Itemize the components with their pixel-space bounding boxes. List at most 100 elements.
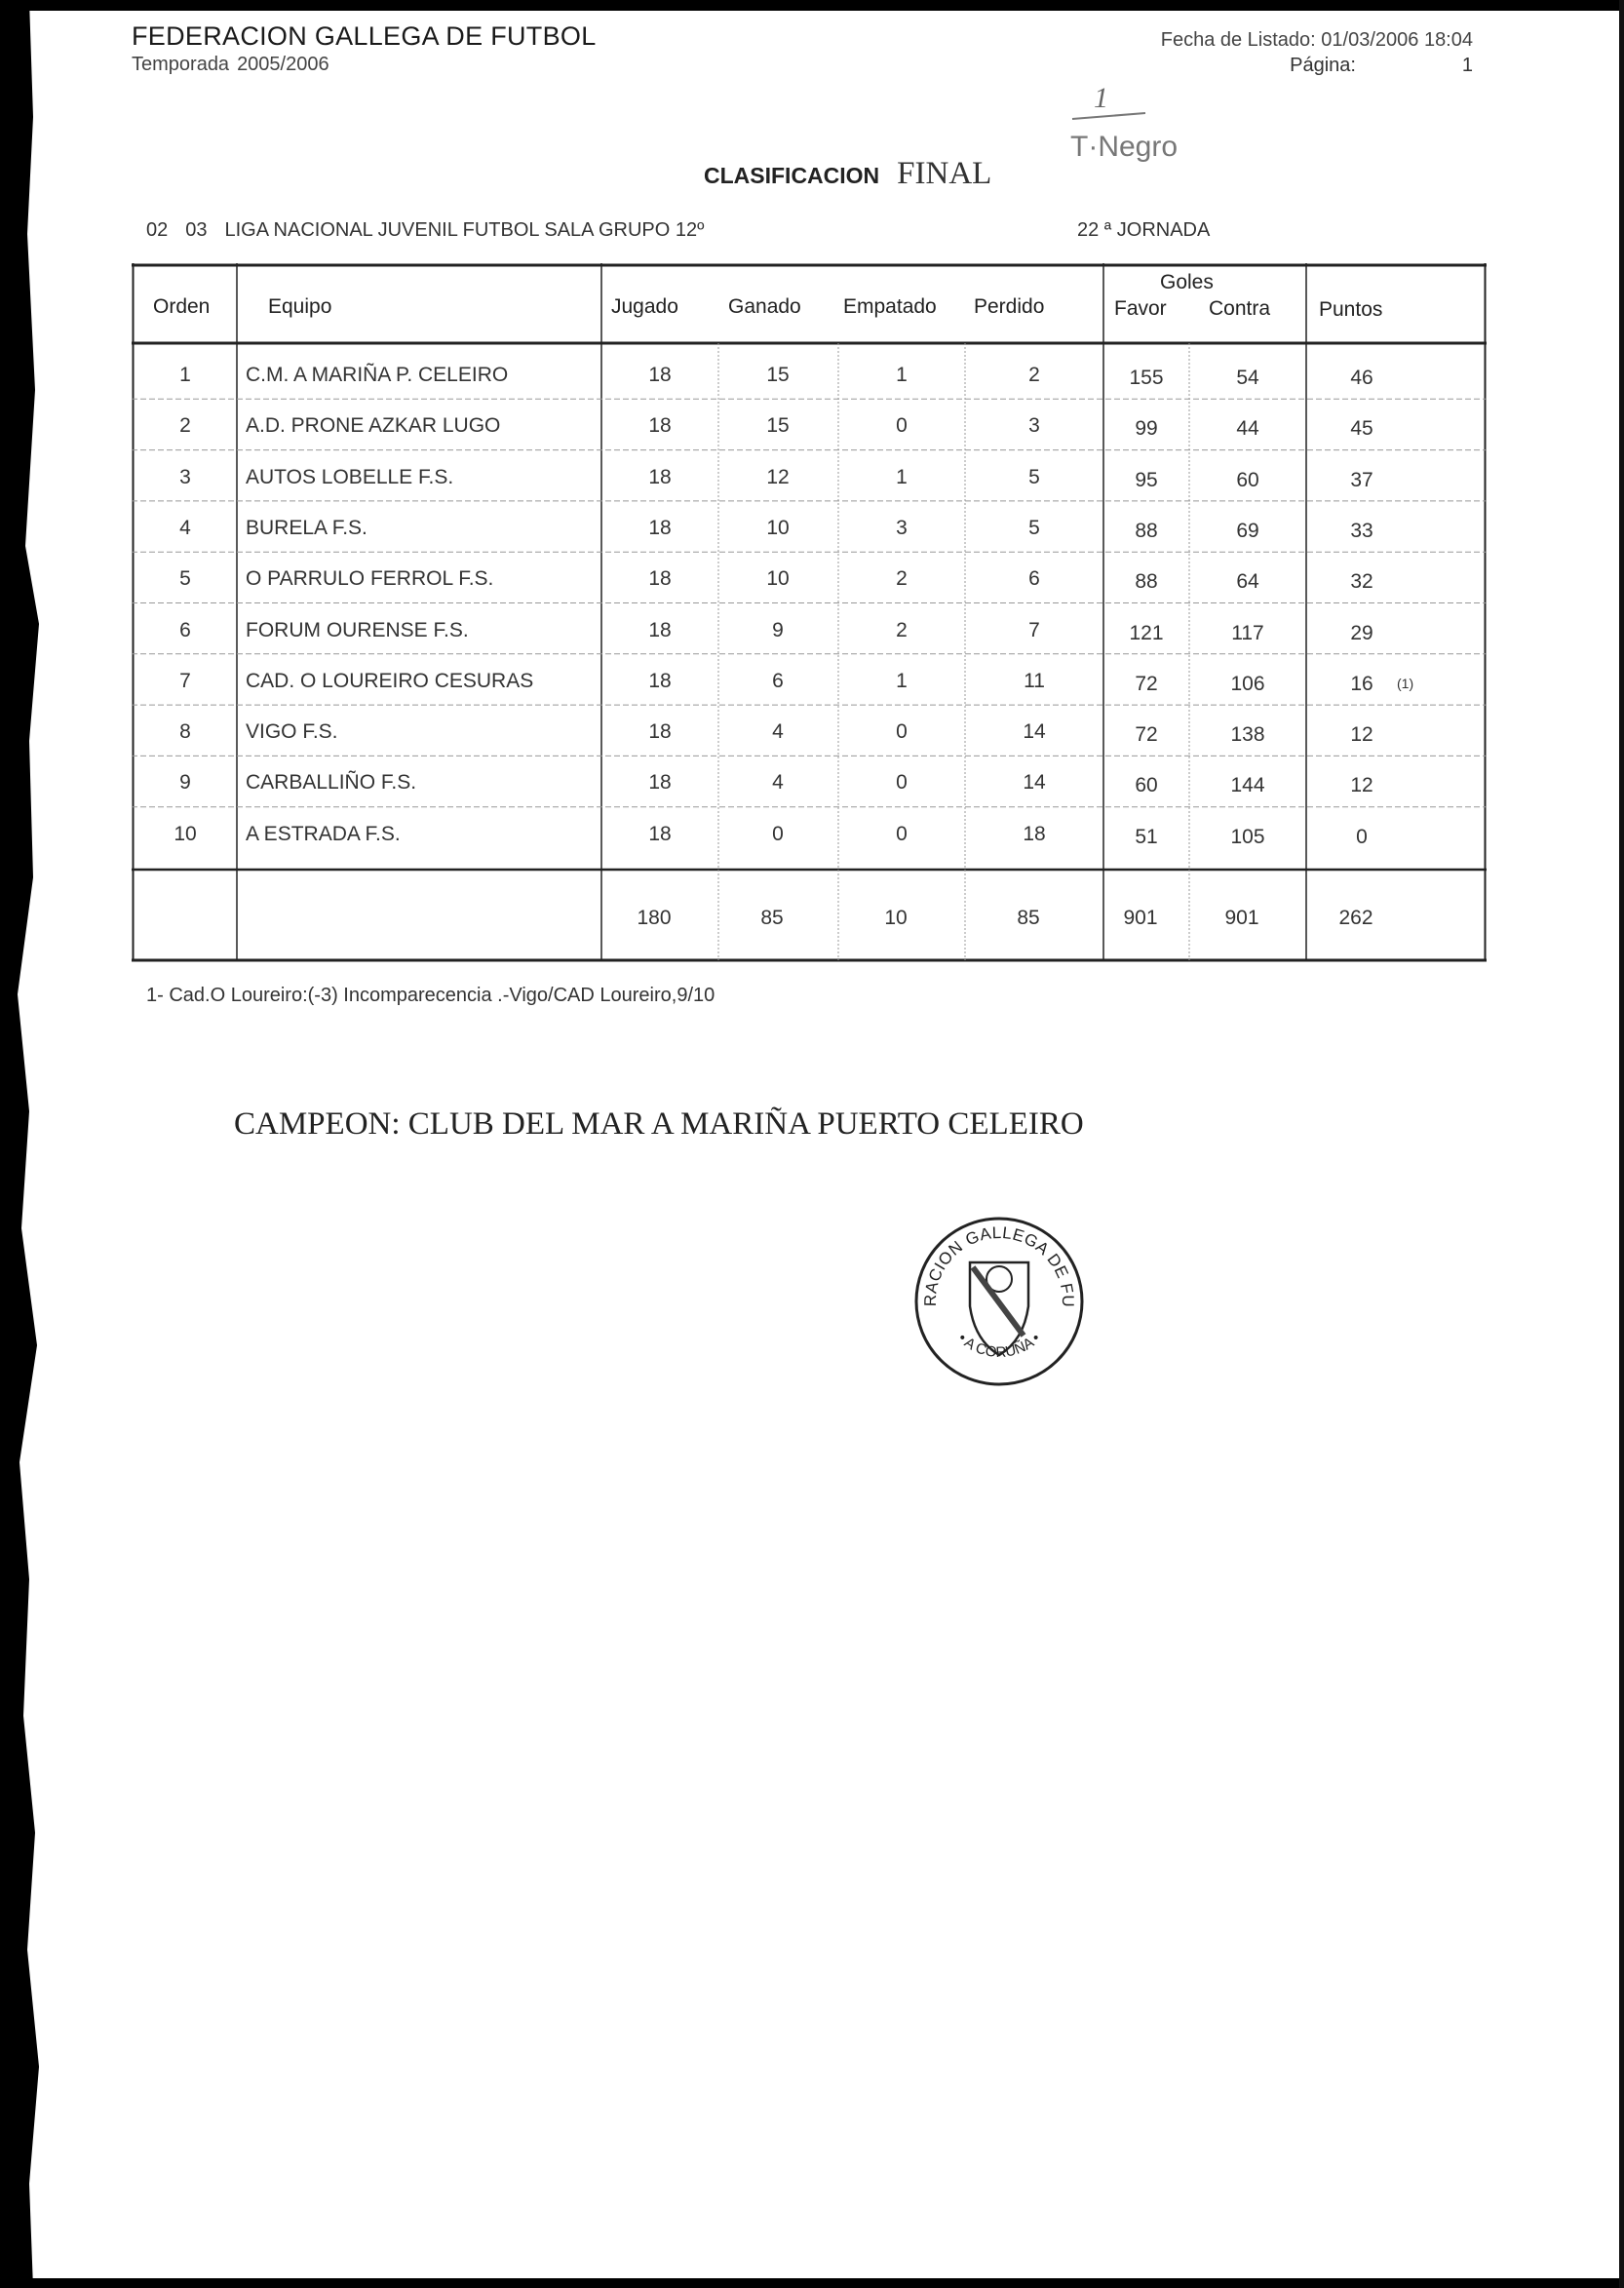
federation-stamp-seal: FEDERACION GALLEGA DE FUTBOL • A CORUÑA … xyxy=(907,1209,1084,1386)
cell-ganado: 4 xyxy=(772,720,784,744)
scan-right-border xyxy=(1619,0,1624,2288)
header-equipo: Equipo xyxy=(268,295,332,318)
title-handwritten: FINAL xyxy=(897,156,992,191)
cell-contra: 105 xyxy=(1230,825,1265,848)
cell-perdido: 14 xyxy=(1023,720,1046,744)
cell-favor: 72 xyxy=(1135,723,1158,747)
cell-ganado: 10 xyxy=(766,567,790,591)
cell-contra: 106 xyxy=(1230,672,1265,695)
season-value: 2005/2006 xyxy=(237,54,329,75)
cell-equipo: VIGO F.S. xyxy=(246,720,338,744)
cell-puntos: 29 xyxy=(1350,621,1373,644)
cell-orden: 2 xyxy=(179,414,191,438)
cell-contra: 64 xyxy=(1236,570,1259,594)
cell-perdido: 6 xyxy=(1028,567,1040,591)
page-label: Página: xyxy=(1290,55,1356,76)
cell-jugado: 18 xyxy=(648,771,672,795)
handwritten-note-line1: 1 xyxy=(1094,82,1108,114)
cell-puntos: 12 xyxy=(1350,774,1373,797)
cell-empatado: 0 xyxy=(896,822,908,845)
organization-name: FEDERACION GALLEGA DE FUTBOL xyxy=(132,21,597,51)
cell-ganado: 15 xyxy=(766,414,790,438)
cell-orden: 3 xyxy=(179,465,191,488)
cell-jugado: 18 xyxy=(648,618,672,641)
cell-puntos: 0 xyxy=(1356,825,1368,848)
cell-equipo: BURELA F.S. xyxy=(246,516,367,539)
cell-equipo: FORUM OURENSE F.S. xyxy=(246,618,469,641)
total-jugado: 180 xyxy=(637,907,672,929)
cell-contra: 117 xyxy=(1231,621,1264,644)
season: Temporada 2005/2006 xyxy=(132,54,329,76)
champion-line: CAMPEON: CLUB DEL MAR A MARIÑA PUERTO CE… xyxy=(234,1106,1084,1142)
header-ganado: Ganado xyxy=(728,295,801,318)
cell-contra: 144 xyxy=(1230,774,1265,797)
cell-perdido: 7 xyxy=(1028,618,1040,641)
cell-empatado: 2 xyxy=(896,618,908,641)
cell-jugado: 18 xyxy=(648,720,672,744)
cell-favor: 72 xyxy=(1135,672,1158,695)
total-ganado: 85 xyxy=(760,907,784,929)
cell-perdido: 2 xyxy=(1028,364,1040,386)
cell-empatado: 0 xyxy=(896,720,908,744)
header-perdido: Perdido xyxy=(974,295,1045,318)
cell-empatado: 0 xyxy=(896,414,908,438)
cell-favor: 60 xyxy=(1135,774,1158,797)
competition: 02 03 LIGA NACIONAL JUVENIL FUTBOL SALA GR… xyxy=(146,219,721,242)
cell-ganado: 10 xyxy=(766,516,790,539)
cell-note: (1) xyxy=(1397,675,1414,691)
cell-ganado: 4 xyxy=(772,771,784,795)
cell-puntos: 16 xyxy=(1350,672,1373,695)
competition-name: LIGA NACIONAL JUVENIL FUTBOL SALA GRUPO … xyxy=(224,219,705,241)
cell-ganado: 9 xyxy=(772,618,784,641)
cell-orden: 10 xyxy=(174,822,197,845)
cell-jugado: 18 xyxy=(648,465,672,488)
scan-bottom-border xyxy=(0,2278,1624,2288)
cell-equipo: O PARRULO FERROL F.S. xyxy=(246,567,494,591)
cell-contra: 54 xyxy=(1236,367,1259,389)
cell-equipo: A.D. PRONE AZKAR LUGO xyxy=(246,414,501,438)
cell-perdido: 5 xyxy=(1028,465,1040,488)
handwritten-underline xyxy=(1071,112,1146,120)
cell-jugado: 18 xyxy=(648,567,672,591)
header-jugado: Jugado xyxy=(611,295,678,318)
cell-favor: 88 xyxy=(1135,570,1158,594)
listing-date: Fecha de Listado: 01/03/2006 18:04 xyxy=(1160,29,1473,51)
cell-contra: 44 xyxy=(1236,417,1259,441)
cell-perdido: 18 xyxy=(1023,822,1046,845)
cell-empatado: 1 xyxy=(896,669,908,692)
header-contra: Contra xyxy=(1209,297,1271,320)
cell-contra: 69 xyxy=(1236,519,1259,542)
cell-orden: 7 xyxy=(179,669,191,692)
cell-ganado: 15 xyxy=(766,364,790,386)
page-number: Página: 1 xyxy=(1290,55,1473,77)
handwritten-note: 1 T·Negro xyxy=(1070,82,1178,163)
cell-jugado: 18 xyxy=(648,516,672,539)
cell-equipo: CARBALLIÑO F.S. xyxy=(246,771,417,795)
cell-jugado: 18 xyxy=(648,414,672,438)
cell-perdido: 3 xyxy=(1028,414,1040,438)
cell-orden: 5 xyxy=(179,567,191,591)
cell-perdido: 14 xyxy=(1023,771,1046,795)
cell-perdido: 11 xyxy=(1024,669,1045,692)
cell-equipo: AUTOS LOBELLE F.S. xyxy=(246,465,454,488)
cell-equipo: C.M. A MARIÑA P. CELEIRO xyxy=(246,364,509,386)
page-title: CLASIFICACION FINAL xyxy=(704,156,991,192)
header-puntos: Puntos xyxy=(1319,298,1383,321)
header-goles: Goles xyxy=(1160,271,1214,293)
cell-puntos: 32 xyxy=(1350,570,1373,594)
cell-empatado: 0 xyxy=(896,771,908,795)
cell-jugado: 18 xyxy=(648,669,672,692)
cell-empatado: 1 xyxy=(896,364,908,386)
total-contra: 901 xyxy=(1224,907,1259,929)
title-main: CLASIFICACION xyxy=(704,163,880,188)
shield-icon xyxy=(968,1260,1030,1357)
competition-code2: 03 xyxy=(185,219,208,241)
header-orden: Orden xyxy=(153,295,211,318)
scan-top-border xyxy=(0,0,1624,11)
cell-empatado: 1 xyxy=(896,465,908,488)
handwritten-note-line2: T·Negro xyxy=(1070,131,1178,163)
cell-empatado: 2 xyxy=(896,567,908,591)
cell-jugado: 18 xyxy=(648,364,672,386)
cell-favor: 51 xyxy=(1135,825,1158,848)
cell-jugado: 18 xyxy=(648,822,672,845)
